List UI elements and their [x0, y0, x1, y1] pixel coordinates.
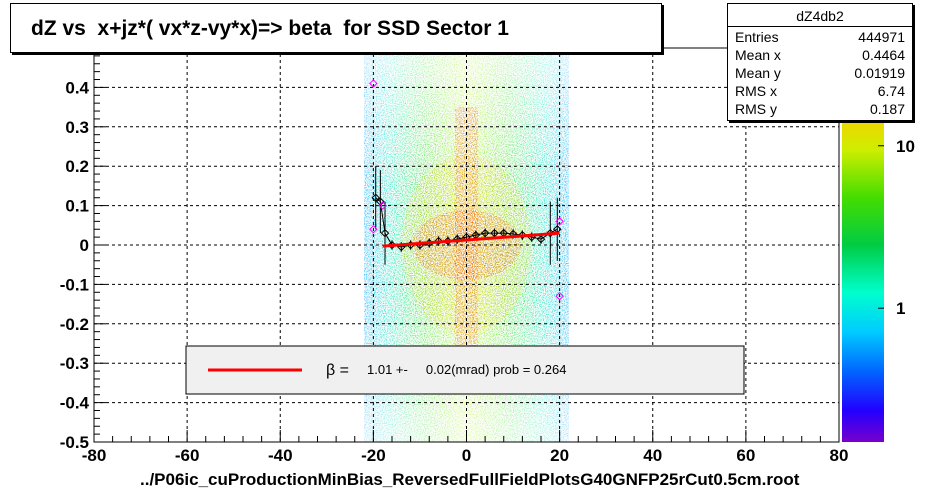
stats-row: RMS x 6.74: [735, 83, 905, 101]
outlier-point: [555, 217, 564, 226]
stats-row: Mean y 0.01919: [735, 65, 905, 83]
profile-point: [490, 228, 499, 238]
stats-value: 0.187: [869, 101, 905, 117]
y-tick-label: -0.5: [60, 433, 89, 452]
stats-separator: [728, 26, 912, 27]
x-tick-label: -60: [175, 446, 200, 465]
stats-row: Entries 444971: [735, 29, 905, 47]
profile-point: [371, 193, 380, 202]
y-tick-label: 0.1: [65, 197, 89, 216]
stats-value: 6.74: [877, 83, 905, 99]
outlier-point: [378, 201, 387, 210]
x-tick-label: 0: [462, 446, 471, 465]
stats-row: Mean x 0.4464: [735, 47, 905, 65]
profile-point: [553, 224, 562, 234]
colorbar-label: 10: [896, 137, 915, 156]
stats-value: 444971: [858, 29, 905, 45]
profile-point: [380, 228, 390, 238]
y-tick-label: 0: [80, 236, 89, 255]
x-tick-label: -80: [82, 446, 107, 465]
x-tick-label: 40: [643, 446, 662, 465]
stats-label: RMS x: [735, 83, 777, 99]
stats-label: RMS y: [735, 101, 777, 117]
y-tick-label: 0.4: [65, 78, 89, 97]
x-tick-label: 20: [550, 446, 569, 465]
stats-row: RMS y 0.187: [735, 101, 905, 119]
y-tick-label: -0.1: [60, 275, 89, 294]
y-tick-label: 0.3: [65, 118, 89, 137]
stats-label: Mean y: [735, 65, 781, 81]
stats-box: dZ4db2 Entries 444971 Mean x 0.4464 Mean y…: [727, 3, 913, 121]
profile-point: [499, 228, 508, 238]
y-tick-label: -0.4: [60, 394, 90, 413]
x-tick-label: -20: [361, 446, 386, 465]
x-tick-label: -40: [268, 446, 293, 465]
y-axis: -0.5 -0.4 -0.3 -0.2 -0.1 0 0.1 0.2 0.3 0.4: [60, 47, 106, 452]
legend-text: 1.01 +- 0.02(mrad) prob = 0.264: [367, 362, 566, 377]
outlier-point: [555, 291, 564, 301]
title-box: dZ vs x+jz*( vx*z-vy*x)=> beta for SSD S…: [10, 3, 662, 53]
legend-box: β = 1.01 +- 0.02(mrad) prob = 0.264: [185, 345, 745, 395]
y-tick-label: -0.3: [60, 354, 89, 373]
profile-point: [480, 228, 490, 238]
profile-point: [376, 197, 385, 206]
chart-title: dZ vs x+jz*( vx*z-vy*x)=> beta for SSD S…: [31, 17, 509, 40]
outlier-points: [369, 79, 564, 301]
colorbar-labels: 10 1: [878, 137, 915, 318]
y-tick-label: -0.2: [60, 315, 89, 334]
x-axis: -80 -60 -40 -20 0 20 40 60 80: [82, 430, 849, 465]
legend-symbol: β =: [326, 362, 349, 379]
x-tick-label: 60: [736, 446, 755, 465]
profile-point: [536, 234, 546, 244]
stats-name: dZ4db2: [796, 8, 844, 24]
colorbar-label: 1: [896, 299, 905, 318]
stats-value: 0.01919: [854, 65, 905, 81]
y-tick-label: 0.2: [65, 157, 89, 176]
outlier-point: [369, 79, 378, 88]
stats-value: 0.4464: [862, 47, 905, 63]
stats-label: Entries: [735, 29, 779, 45]
fit-line: [382, 231, 560, 248]
profile-point: [471, 230, 481, 240]
outlier-point: [369, 224, 378, 234]
file-name: ../P06ic_cuProductionMinBias_ReversedFul…: [140, 470, 800, 489]
x-tick-label: 80: [830, 446, 849, 465]
stats-label: Mean x: [735, 47, 781, 63]
